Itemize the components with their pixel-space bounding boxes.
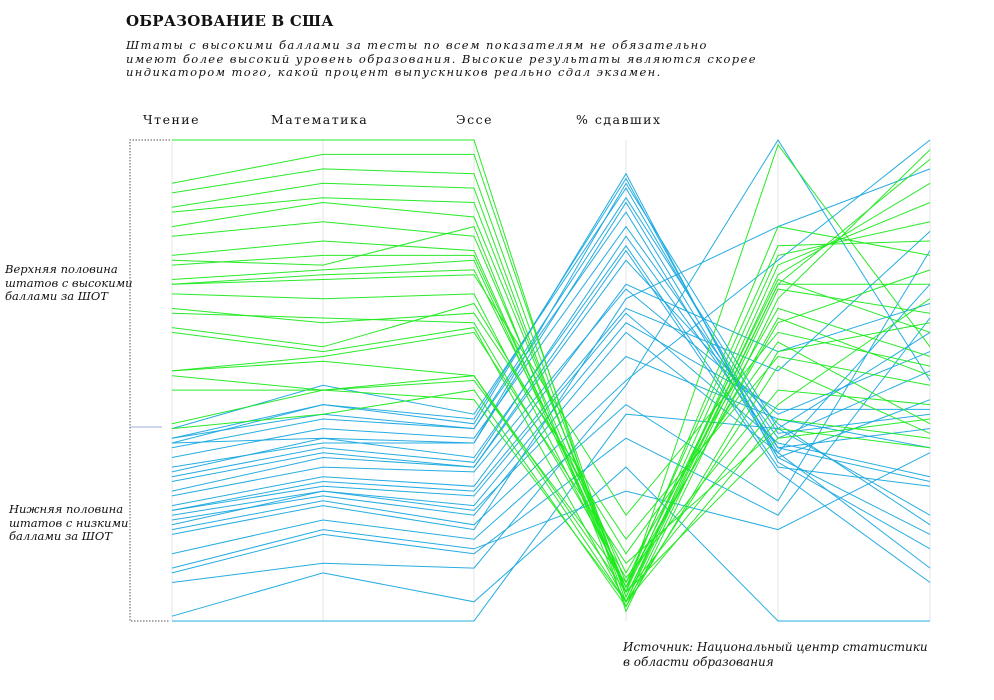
- series-line-top-47: [171, 360, 931, 593]
- series-line-top-49: [172, 269, 931, 584]
- subtitle-line: Штаты с высокими баллами за тесты по все…: [126, 38, 708, 52]
- series-line-bottom-13: [171, 288, 931, 497]
- series-line-bottom-10: [171, 235, 931, 478]
- series-line-bottom-9: [171, 244, 931, 487]
- series-line-bottom-2: [171, 177, 931, 535]
- series-line-top-48: [171, 365, 931, 603]
- series-line-top-32: [171, 197, 931, 594]
- source-line: Источник: Национальный центр статистики: [623, 640, 928, 654]
- axis-label-reading: Чтение: [143, 112, 201, 127]
- group-label-line: Верхняя половина: [5, 262, 118, 276]
- series-line-bottom-19: [171, 355, 931, 526]
- series-line-top-43: [171, 312, 931, 579]
- group-label-bottom-half: Нижняя половина штатов с низкими баллами…: [9, 502, 129, 544]
- axis-label-essay: Эссе: [456, 112, 493, 127]
- subtitle-line: имеют более высокий уровень образования.…: [126, 51, 757, 66]
- series-line-top-39: [171, 269, 931, 574]
- series-line-bottom-16: [171, 312, 931, 511]
- chart-subtitle: Штаты с высокими баллами за тесты по все…: [126, 38, 786, 80]
- source-line: в области образования: [623, 655, 774, 669]
- series-line-bottom-24: [171, 317, 931, 574]
- series-line-top-44: [171, 302, 931, 555]
- axis-label-math: Математика: [271, 112, 369, 127]
- group-bracket: [129, 139, 170, 622]
- series-line-top-30: [171, 168, 931, 599]
- series-line-top-34: [171, 221, 931, 589]
- series-line-top-42: [171, 307, 931, 541]
- series-line-top-50: [171, 283, 930, 603]
- series-lines: [171, 139, 931, 622]
- series-line-bottom-26: [171, 466, 930, 622]
- series-line-bottom-11: [171, 249, 931, 583]
- series-line-bottom-18: [171, 283, 931, 521]
- series-line-bottom-15: [171, 231, 931, 511]
- series-line-bottom-22: [171, 250, 931, 555]
- series-line-top-40: [171, 274, 931, 517]
- source-note: Источник: Национальный центр статистики …: [623, 640, 928, 670]
- group-label-line: баллами за ШОТ: [5, 289, 108, 303]
- group-label-line: штатов с высокими: [5, 275, 133, 290]
- series-line-top-33: [171, 201, 931, 584]
- series-line-top-41: [171, 293, 931, 589]
- group-label-line: Нижняя половина: [9, 502, 124, 516]
- series-line-bottom-6: [171, 211, 931, 459]
- series-line-bottom-21: [171, 168, 931, 535]
- series-line-bottom-25: [171, 139, 931, 583]
- series-line-top-51: [171, 322, 931, 608]
- series-line-top-36: [171, 226, 931, 608]
- axis-label-percent-passed: % сдавших: [576, 112, 662, 127]
- series-line-bottom-12: [171, 259, 931, 526]
- series-line-top-46: [171, 331, 931, 565]
- group-label-line: штатов с низкими: [9, 515, 129, 530]
- series-line-bottom-5: [171, 201, 931, 569]
- series-line-bottom-1: [171, 187, 931, 482]
- group-label-line: баллами за ШОТ: [9, 529, 112, 543]
- series-line-bottom-23: [171, 452, 931, 569]
- series-line-top-45: [171, 327, 931, 603]
- subtitle-line: индикатором того, какой процент выпускни…: [126, 65, 662, 79]
- series-line-top-28: [172, 139, 931, 613]
- series-line-bottom-4: [171, 172, 931, 550]
- series-line-bottom-20: [171, 139, 931, 531]
- series-line-bottom-8: [171, 182, 931, 468]
- series-line-bottom-27: [172, 413, 931, 622]
- group-label-top-half: Верхняя половина штатов с высокими балла…: [5, 262, 133, 304]
- series-line-bottom-7: [171, 225, 931, 458]
- chart-title: ОБРАЗОВАНИЕ В США: [126, 12, 334, 30]
- series-line-top-29: [171, 153, 931, 599]
- bracket-line: [129, 139, 170, 622]
